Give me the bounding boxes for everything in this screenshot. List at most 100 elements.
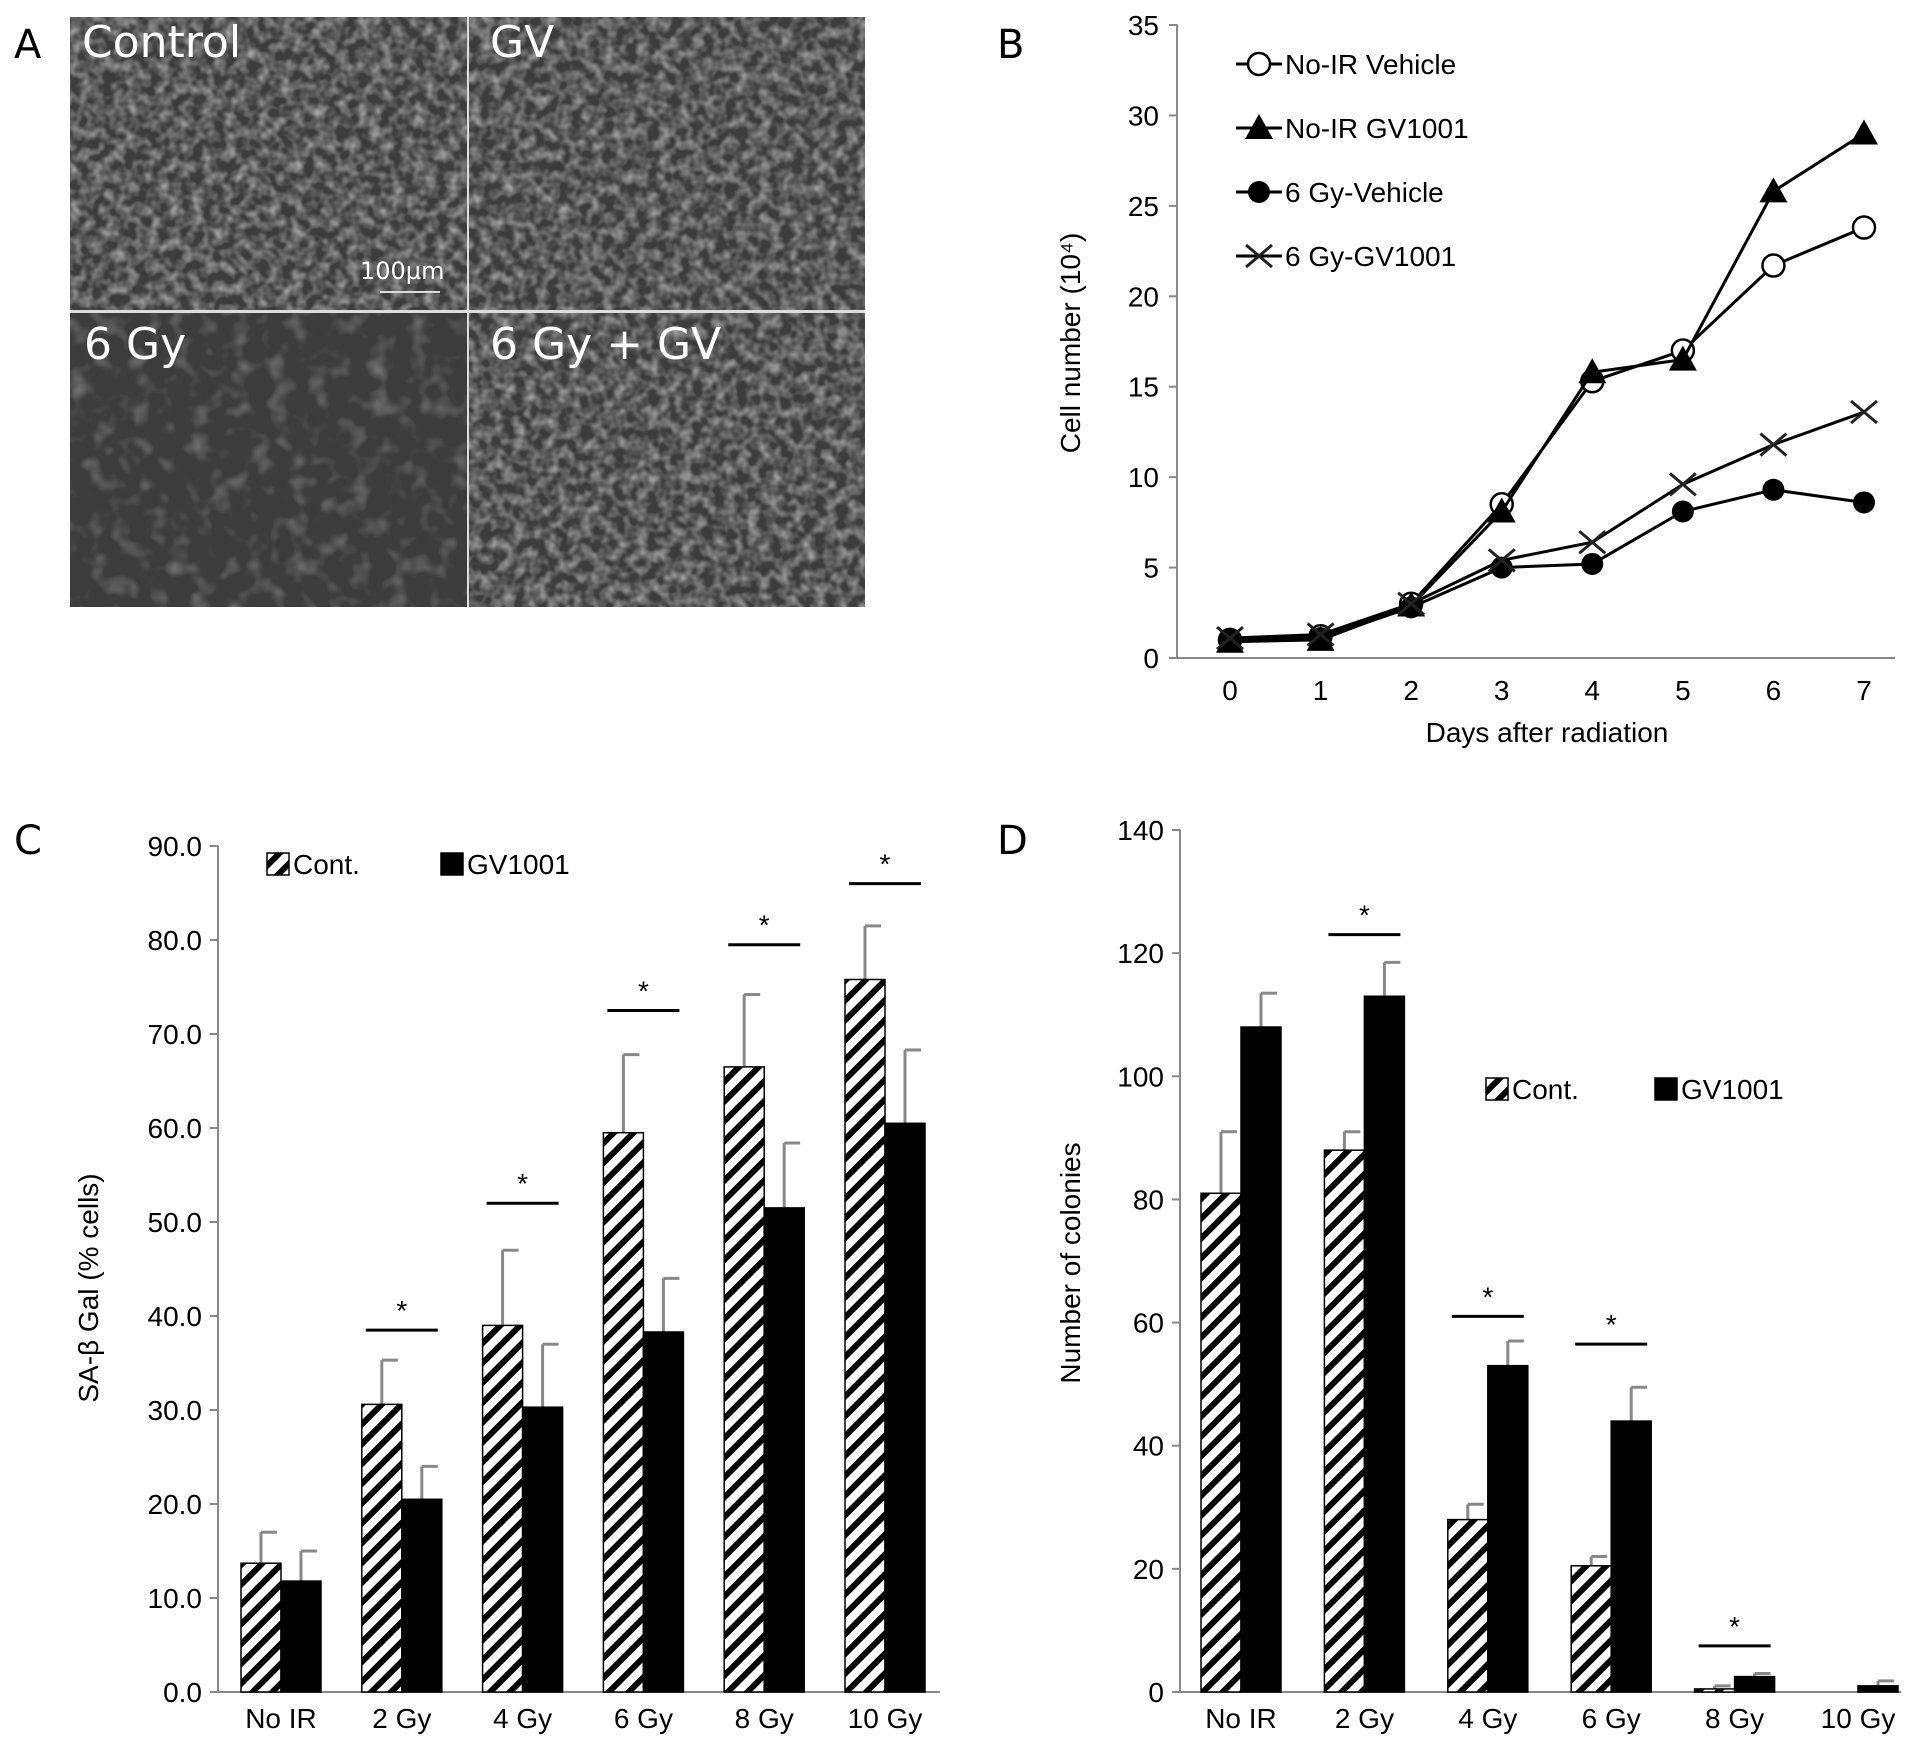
significance-marker: * (759, 910, 770, 941)
legend-label: No-IR Vehicle (1285, 49, 1456, 80)
panel-label-b: B (997, 22, 1025, 68)
y-tick-label: 80.0 (148, 925, 203, 956)
scale-bar-label: 100µm (360, 257, 445, 285)
legend-swatch (266, 852, 290, 876)
series-no-ir-vehicle-point (1761, 253, 1786, 278)
significance-marker: * (396, 1295, 407, 1326)
bar-gv1001 (1857, 1685, 1899, 1693)
y-tick-label: 0 (1148, 1677, 1164, 1708)
bar-gv1001 (884, 1122, 926, 1693)
series-6-gy-gv1001-line (1229, 410, 1865, 640)
significance-marker: * (1359, 900, 1370, 931)
significance-marker: * (1729, 1611, 1740, 1642)
x-tick-label: 2 Gy (1335, 1703, 1394, 1734)
legend-marker (1245, 243, 1273, 269)
legend-swatch (1654, 1077, 1678, 1101)
bar-gv1001 (401, 1498, 443, 1693)
series-6-gy-gv1001-point (1397, 591, 1426, 616)
bar-cont (1323, 1149, 1366, 1693)
series-6-gy-vehicle-point (1671, 500, 1694, 523)
bar-gv1001 (521, 1406, 564, 1693)
y-tick-label: 25 (1128, 191, 1159, 222)
x-tick-label: 10 Gy (1821, 1703, 1896, 1734)
y-tick-label: 20 (1133, 1554, 1164, 1585)
series-6-gy-gv1001-point (1216, 625, 1244, 651)
legend-swatch (1485, 1077, 1509, 1101)
series-6-gy-gv1001-point (1578, 530, 1607, 555)
panel-label-d: D (997, 818, 1028, 864)
x-axis-label: Days after radiation (1426, 717, 1669, 748)
y-tick-label: 90.0 (148, 831, 203, 862)
legend-marker (1246, 51, 1272, 77)
bar-cont (1570, 1565, 1612, 1693)
series-6-gy-gv1001-point (1668, 472, 1697, 497)
x-tick-label: 8 Gy (735, 1703, 794, 1734)
series-no-ir-gv1001-point (1668, 345, 1697, 371)
bar-gv1001 (280, 1580, 322, 1693)
y-axis-label: Cell number (10⁴) (1055, 233, 1086, 454)
significance-marker: * (638, 976, 649, 1007)
y-tick-label: 10 (1128, 462, 1159, 493)
bar-gv1001 (1487, 1364, 1529, 1693)
x-tick-label: 7 (1856, 675, 1872, 706)
legend-label: 6 Gy-GV1001 (1285, 241, 1456, 272)
significance-marker: * (517, 1168, 528, 1199)
micrograph-label-6gy-gv: 6 Gy + GV (490, 319, 722, 370)
legend-label: Cont. (293, 849, 360, 880)
y-tick-label: 60.0 (148, 1113, 203, 1144)
series-no-ir-gv1001-point (1759, 177, 1788, 203)
y-axis-label: Number of colonies (1055, 1142, 1086, 1383)
significance-marker: * (1482, 1281, 1493, 1312)
micrograph-image (70, 17, 865, 607)
y-tick-label: 40 (1133, 1431, 1164, 1462)
y-tick-label: 120 (1117, 938, 1164, 969)
panel-label-c: C (14, 818, 42, 864)
bar-cont (361, 1403, 403, 1693)
significance-marker: * (1606, 1309, 1617, 1340)
x-tick-label: No IR (1205, 1703, 1277, 1734)
bar-gv1001 (1610, 1420, 1652, 1693)
legend-label: Cont. (1512, 1074, 1579, 1105)
micrograph-label-control: Control (82, 17, 242, 68)
y-tick-label: 35 (1128, 10, 1159, 41)
bar-cont (723, 1066, 765, 1693)
x-tick-label: 0 (1222, 675, 1238, 706)
y-tick-label: 40.0 (148, 1301, 203, 1332)
y-axis-label: SA-β Gal (% cells) (73, 1173, 104, 1402)
micrograph-label-gv: GV (490, 17, 555, 68)
series-no-ir-gv1001-point (1487, 497, 1516, 523)
series-6-gy-gv1001-point (1850, 399, 1878, 425)
x-tick-label: 6 Gy (1582, 1703, 1641, 1734)
x-tick-label: 3 (1494, 675, 1510, 706)
micrograph-grid: Control GV 6 Gy 6 Gy + GV 100µm (70, 17, 865, 607)
legend-label: 6 Gy-Vehicle (1285, 177, 1444, 208)
x-tick-label: 5 (1675, 675, 1691, 706)
series-6-gy-gv1001-point (1759, 432, 1788, 457)
legend-marker (1245, 114, 1273, 139)
series-6-gy-vehicle-line (1229, 488, 1865, 642)
legend-swatch (440, 852, 464, 876)
y-tick-label: 20.0 (148, 1489, 203, 1520)
series-6-gy-vehicle-point (1853, 491, 1875, 514)
y-tick-label: 5 (1143, 553, 1159, 584)
x-tick-label: 6 Gy (614, 1703, 673, 1734)
x-tick-label: 10 Gy (848, 1703, 923, 1734)
y-tick-label: 30 (1128, 100, 1159, 131)
series-6-gy-gv1001-point (1306, 622, 1335, 647)
y-tick-label: 30.0 (148, 1395, 203, 1426)
bar-cont (1447, 1518, 1489, 1693)
y-tick-label: 0.0 (163, 1677, 202, 1708)
bar-cont (481, 1324, 524, 1693)
y-tick-label: 50.0 (148, 1207, 203, 1238)
micrograph-label-6gy: 6 Gy (84, 319, 187, 370)
x-tick-label: 4 Gy (493, 1703, 552, 1734)
bar-gv1001 (1363, 995, 1406, 1693)
bar-cont (1200, 1192, 1242, 1693)
y-tick-label: 15 (1128, 372, 1159, 403)
bar-cont (1693, 1688, 1736, 1693)
x-tick-label: No IR (245, 1703, 317, 1734)
y-tick-label: 60 (1133, 1308, 1164, 1339)
x-tick-label: 4 Gy (1458, 1703, 1517, 1734)
bar-cont (602, 1131, 645, 1693)
